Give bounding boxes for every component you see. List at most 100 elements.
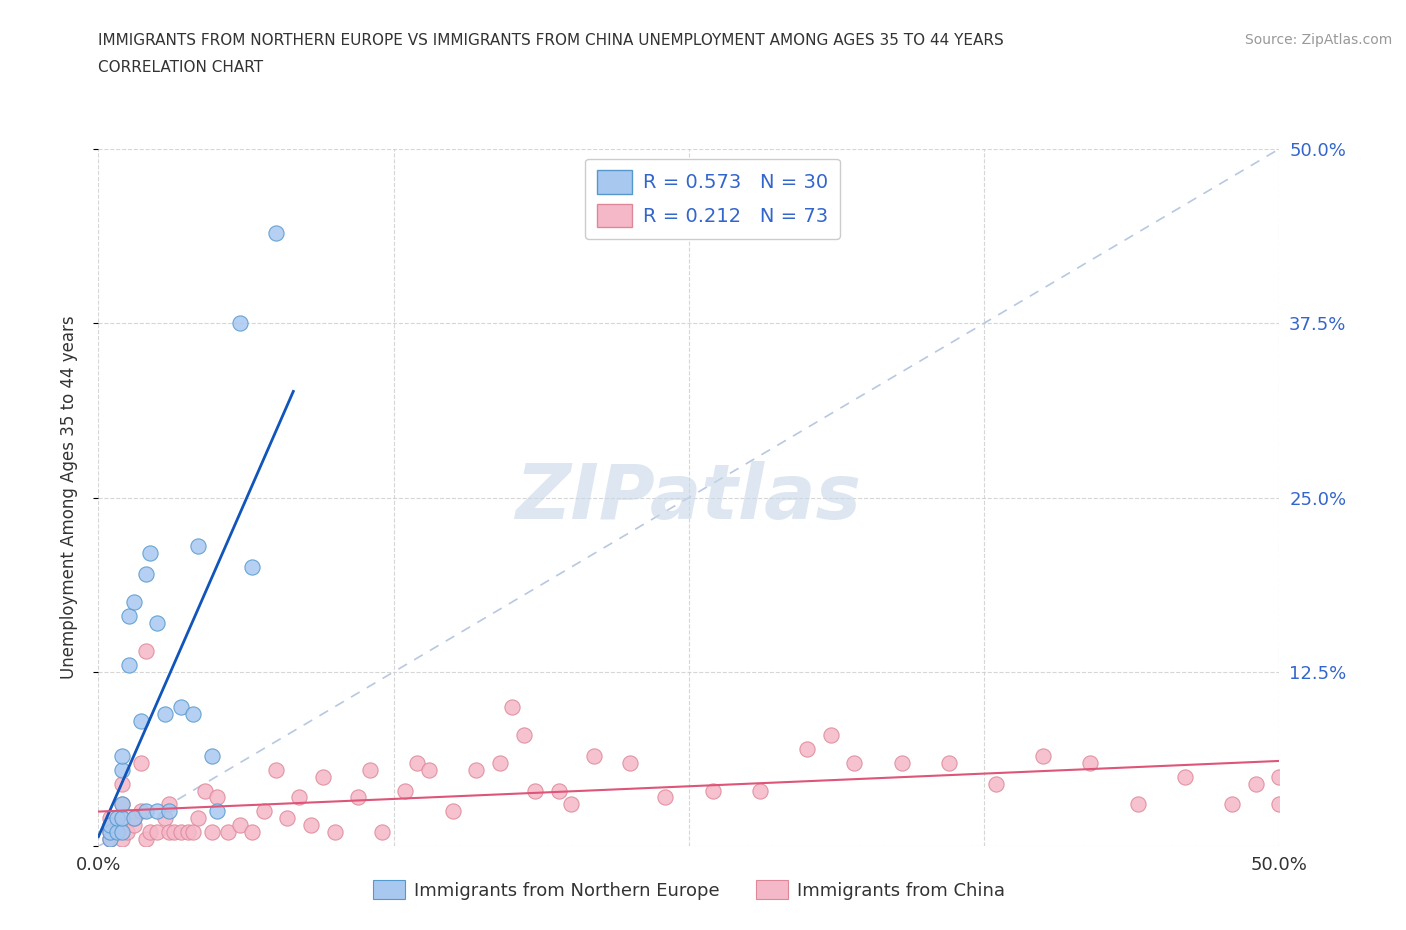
Point [229,316,252,331]
Point [157,797,180,812]
Point [347,790,370,805]
Point [465,763,488,777]
Point [264,225,287,240]
Point [201,748,224,763]
Point [129,755,152,770]
Point [702,783,724,798]
Text: ZIPatlas: ZIPatlas [516,460,862,535]
Point [187,811,209,826]
Text: IMMIGRANTS FROM NORTHERN EUROPE VS IMMIGRANTS FROM CHINA UNEMPLOYMENT AMONG AGES: IMMIGRANTS FROM NORTHERN EUROPE VS IMMIG… [98,33,1004,47]
Point [1244,776,1267,790]
Point [98,811,121,826]
Point [98,825,121,840]
Point [111,797,134,812]
Point [170,825,193,840]
Point [118,609,141,624]
Point [276,811,298,826]
Point [111,832,134,847]
Point [181,825,204,840]
Point [122,811,145,826]
Point [153,707,176,722]
Point [98,832,121,847]
Point [1268,769,1291,784]
Point [146,825,169,840]
Point [157,804,180,819]
Point [122,818,145,833]
Point [820,727,842,742]
Point [548,783,571,798]
Text: Source: ZipAtlas.com: Source: ZipAtlas.com [1244,33,1392,46]
Point [194,783,217,798]
Point [115,825,138,840]
Point [1032,748,1054,763]
Point [748,783,770,798]
Point [288,790,311,805]
Point [118,658,141,672]
Point [844,755,866,770]
Point [181,707,204,722]
Point [139,546,162,561]
Point [111,825,134,840]
Point [524,783,547,798]
Point [98,818,121,833]
Point [153,811,176,826]
Point [122,595,145,610]
Point [105,818,128,833]
Point [1220,797,1243,812]
Point [98,825,121,840]
Text: CORRELATION CHART: CORRELATION CHART [98,60,263,75]
Point [560,797,582,812]
Point [1174,769,1197,784]
Point [146,804,169,819]
Point [299,818,322,833]
Point [619,755,641,770]
Point [1268,797,1291,812]
Point [105,811,128,826]
Point [501,699,523,714]
Point [406,755,429,770]
Point [111,797,134,812]
Point [264,763,287,777]
Point [512,727,534,742]
Point [1080,755,1102,770]
Point [984,776,1007,790]
Point [163,825,186,840]
Point [359,763,381,777]
Point [129,804,152,819]
Point [205,790,228,805]
Point [135,567,157,582]
Point [654,790,676,805]
Point [111,748,134,763]
Point [217,825,239,840]
Y-axis label: Unemployment Among Ages 35 to 44 years: Unemployment Among Ages 35 to 44 years [59,316,77,679]
Point [201,825,224,840]
Point [146,616,169,631]
Point [111,818,134,833]
Point [111,811,134,826]
Point [890,755,912,770]
Point [135,644,157,658]
Point [98,832,121,847]
Point [111,763,134,777]
Point [371,825,394,840]
Point [583,748,606,763]
Point [187,539,209,554]
Point [122,811,145,826]
Point [394,783,416,798]
Point [135,804,157,819]
Point [253,804,276,819]
Point [938,755,960,770]
Point [489,755,512,770]
Point [135,832,157,847]
Point [157,825,180,840]
Point [312,769,335,784]
Legend: Immigrants from Northern Europe, Immigrants from China: Immigrants from Northern Europe, Immigra… [366,873,1012,907]
Point [105,825,128,840]
Point [205,804,228,819]
Point [240,560,263,575]
Point [1126,797,1149,812]
Point [139,825,162,840]
Point [105,825,128,840]
Point [177,825,200,840]
Point [129,713,152,728]
